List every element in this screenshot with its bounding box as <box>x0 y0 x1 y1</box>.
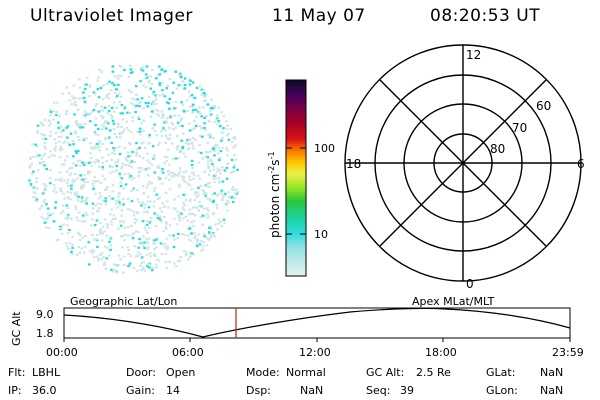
footer-dsp-label: Dsp: <box>246 384 271 397</box>
footer-glon-label: GLon: <box>486 384 518 397</box>
timeline-left-title: Geographic Lat/Lon <box>70 295 177 308</box>
colorbar-tick-100: 100 <box>314 142 335 155</box>
footer-gcalt-label: GC Alt: <box>366 366 405 379</box>
footer-flt-label: Flt: <box>8 366 26 379</box>
footer-mode-value: Normal <box>286 366 326 379</box>
mlat-label-70: 70 <box>512 121 527 135</box>
polar-plot <box>344 44 582 282</box>
footer-glon-value: NaN <box>540 384 564 397</box>
mlt-label-6: 6 <box>577 157 585 171</box>
timeline-ylabel: GC Alt <box>10 311 23 346</box>
altitude-curve <box>63 307 571 338</box>
footer-mode-label: Mode: <box>246 366 280 379</box>
timeline-xtick-0600: 06:00 <box>172 346 204 359</box>
footer-seq-label: Seq: <box>366 384 391 397</box>
time-readout: 08:20:53 UT <box>430 6 541 26</box>
footer-gain-label: Gain: <box>126 384 155 397</box>
mlt-label-0: 0 <box>466 277 474 291</box>
colorbar-unit-label: photon cm-2s-1 <box>267 151 282 238</box>
timeline-xtick-0000: 00:00 <box>46 346 78 359</box>
footer-glat-value: NaN <box>540 366 564 379</box>
footer-gcalt-value: 2.5 Re <box>416 366 451 379</box>
timeline-xtick-1200: 12:00 <box>299 346 331 359</box>
mlt-label-12: 12 <box>466 48 481 62</box>
uv-pixel-layer <box>28 64 240 274</box>
footer-ip-label: IP: <box>8 384 22 397</box>
window-title: Ultraviolet Imager <box>30 6 193 26</box>
footer-door-label: Door: <box>126 366 156 379</box>
footer-gain-value: 14 <box>166 384 180 397</box>
footer-seq-value: 39 <box>400 384 414 397</box>
footer-ip-value: 36.0 <box>32 384 57 397</box>
timeline-xtick-1800: 18:00 <box>425 346 457 359</box>
footer-glat-label: GLat: <box>486 366 516 379</box>
timeline-xtick-2359: 23:59 <box>552 346 584 359</box>
mlat-label-80: 80 <box>490 142 505 156</box>
timeline-ytick-9: 9.0 <box>36 308 54 321</box>
timeline-ytick-1-8: 1.8 <box>36 327 54 340</box>
colorbar: 100 10 photon cm-2s-1 <box>267 79 335 277</box>
date-readout: 11 May 07 <box>272 6 366 26</box>
colorbar-tick-10: 10 <box>314 228 328 241</box>
uv-image <box>25 60 241 276</box>
mlt-label-18: 18 <box>346 157 361 171</box>
footer-door-value: Open <box>166 366 196 379</box>
footer-flt-value: LBHL <box>32 366 61 379</box>
mlat-label-60: 60 <box>536 99 551 113</box>
timeline-plot: Geographic Lat/Lon Apex MLat/MLT GC Alt … <box>10 295 571 346</box>
footer-dsp-value: NaN <box>300 384 324 397</box>
timeline-right-title: Apex MLat/MLT <box>412 295 495 308</box>
